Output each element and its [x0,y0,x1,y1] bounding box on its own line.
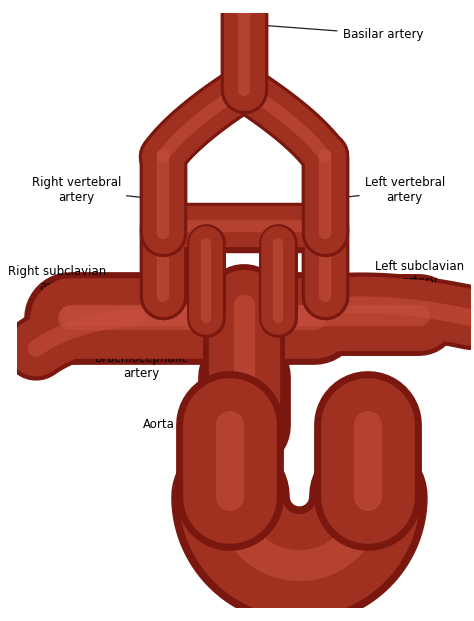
Text: Brachiocephalic
artery: Brachiocephalic artery [95,351,206,379]
Text: Left vertebral
artery: Left vertebral artery [324,176,445,204]
Text: Left subclavian
artery: Left subclavian artery [374,260,464,303]
Text: Left
CCA: Left CCA [278,205,302,233]
Text: Aorta: Aorta [143,419,174,432]
Text: Right vertebral
artery: Right vertebral artery [32,176,163,204]
Text: Right
CCA: Right CCA [179,205,210,233]
Text: Basilar artery: Basilar artery [257,25,423,41]
Text: Right subclavian
artery: Right subclavian artery [8,265,106,309]
